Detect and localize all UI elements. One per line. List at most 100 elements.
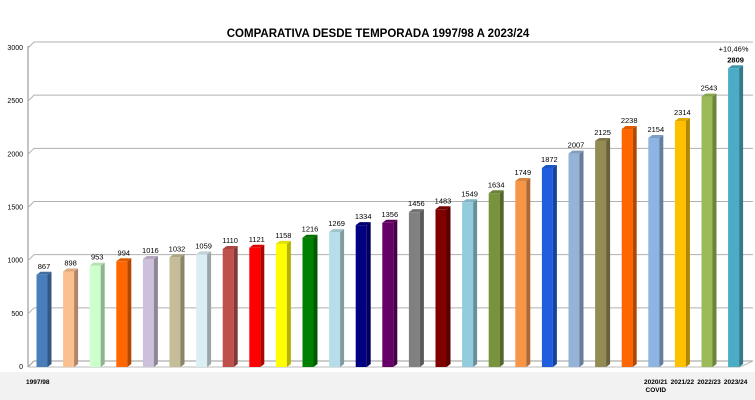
bar-side [393,219,398,367]
bar-front [435,209,447,367]
bar-front [462,202,474,367]
bar-side [74,268,79,367]
bar-front [701,96,713,367]
bar-side [47,271,52,367]
bar-side [473,199,478,367]
bar-front [648,137,660,367]
bar-side [552,164,557,367]
bar-23 [621,126,637,367]
chart-footer-band [0,372,755,400]
bar-front [196,254,208,367]
data-label: 898 [64,259,77,268]
gridline [27,147,753,155]
bar-top [595,138,611,142]
bar-top [568,150,584,154]
bar-17 [462,199,478,367]
bar-5 [142,255,158,367]
bar-top [435,206,451,210]
bar-19 [515,178,531,367]
bar-side [180,254,185,367]
data-label: 1456 [408,199,425,208]
bar-front [249,247,261,367]
gridline [27,94,753,102]
bar-12 [329,229,345,367]
y-tick-label: 1500 [7,205,23,212]
bar-front [36,274,48,367]
bar-top [621,126,637,130]
bar-top [382,219,398,223]
bar-front [674,120,686,367]
floor-edge [28,360,754,368]
gridline [27,360,753,368]
y-tick-label: 3000 [7,45,23,52]
bar-front [89,265,101,367]
x-tick-label: 1997/98 [26,379,50,386]
bar-26 [701,93,717,367]
bar-front [302,237,314,367]
gridline [27,307,753,315]
bar-top [36,271,52,275]
bar-side [632,126,637,367]
bar-side [313,234,318,367]
x-tick-label: 2020/21 [644,379,668,386]
data-label: 1121 [249,235,265,244]
bar-18 [488,190,504,367]
data-label: 1016 [142,246,159,255]
y-tick-label: 500 [11,311,23,318]
bar-front [515,181,527,367]
data-label: 1059 [195,241,212,250]
bar-top [701,93,717,97]
bar-16 [435,206,451,367]
bar-top [648,134,664,138]
bar-side [419,209,424,367]
bar-top [462,199,478,203]
bar-8 [222,245,238,367]
data-label: 1356 [381,210,398,219]
data-label: 1483 [435,196,452,205]
bar-side [100,262,105,367]
bar-side [286,240,291,367]
bar-front [728,68,740,368]
data-label: 2007 [568,141,585,150]
data-label: 1110 [222,236,238,245]
bar-front [116,261,128,367]
bar-top [329,229,345,233]
bar-24 [648,134,664,367]
bar-top [89,262,105,266]
bar-front [488,193,500,367]
bar-top [674,117,690,121]
data-label: 1032 [169,244,186,253]
bar-3 [89,262,105,367]
y-tick-label: 0 [19,364,23,371]
data-label: 1334 [355,212,372,221]
bar-9 [249,244,265,367]
bar-top [63,268,79,272]
bar-side [366,222,371,367]
bar-top [196,251,212,255]
bar-front [382,222,394,367]
gridline [27,254,753,262]
bar-top [302,234,318,238]
bar-6 [169,254,185,367]
bar-7 [196,251,212,367]
data-label: 953 [91,253,104,262]
bar-side [659,134,664,367]
bar-front [621,129,633,367]
bar-front [275,243,287,367]
x-tick-label: 2023/24 [724,379,748,386]
bar-side [739,65,744,368]
x-tick-label: COVID [646,387,667,394]
data-label: 1872 [541,155,558,164]
bar-top [515,178,531,182]
data-label: 2314 [674,108,691,117]
bar-21 [568,150,584,367]
bar-side [260,244,265,367]
data-label: 1158 [275,231,291,240]
bar-front [408,212,420,367]
data-label: 1269 [328,219,345,228]
bar-front [595,141,607,367]
bar-front [63,271,75,367]
y-tick-label: 1000 [7,258,23,265]
data-label: 867 [38,262,51,271]
x-tick-label: 2022/23 [697,379,721,386]
